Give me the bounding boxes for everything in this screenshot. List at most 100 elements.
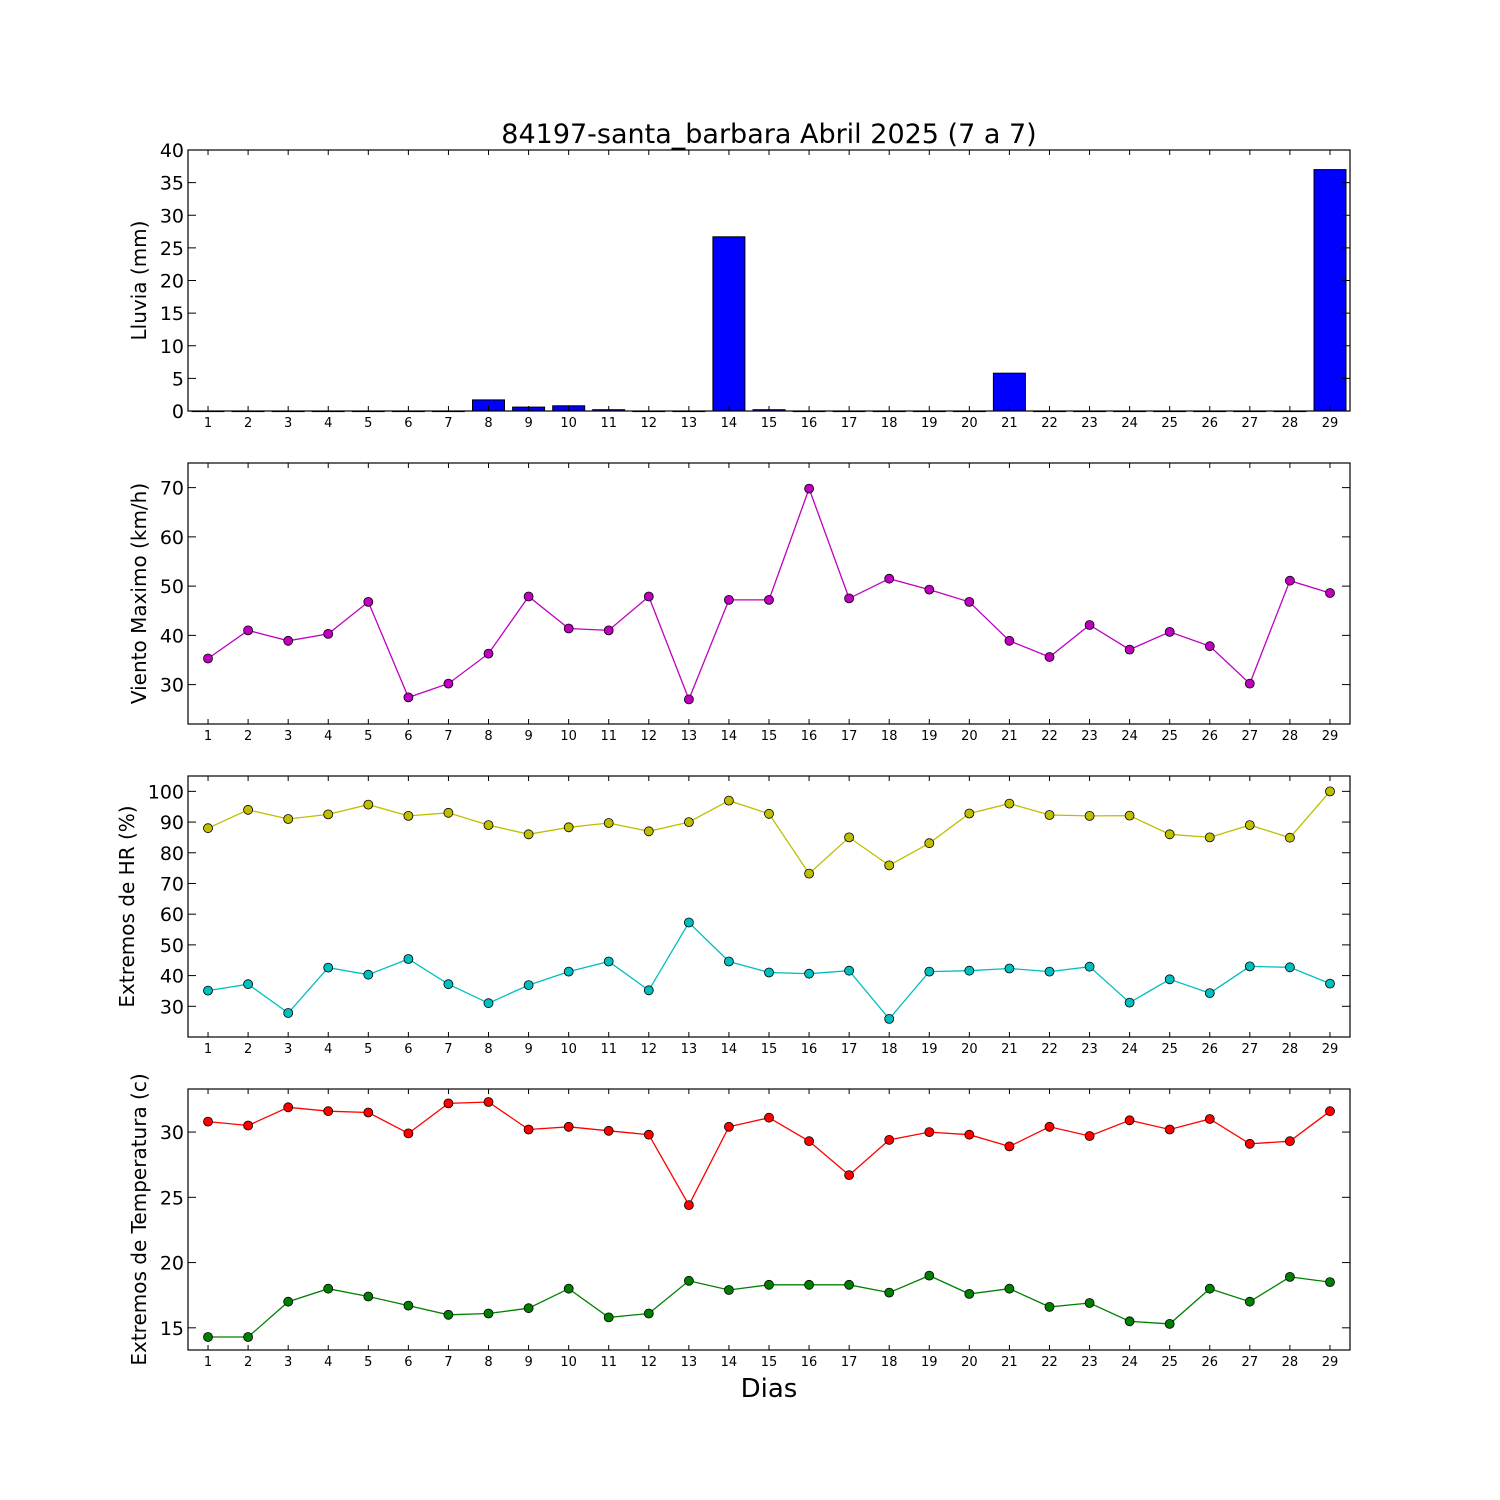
data-point: [483, 820, 494, 830]
x-tick-label: 29: [1322, 729, 1339, 744]
data-point: [283, 1008, 294, 1018]
series-line-1: [207, 486, 1331, 702]
x-tick-label: 26: [1201, 1042, 1218, 1057]
x-tick-label: 20: [961, 416, 978, 431]
data-point: [1244, 1296, 1255, 1307]
data-point: [724, 1121, 734, 1132]
panel-4: 1 2 3 4 5 6 7 8 9 10 11 12 13 14 15 16 17 18 19 20 21 22 23 24 2…: [127, 1073, 1351, 1370]
x-tick-label: 2: [244, 729, 252, 744]
x-tick-label: 23: [1081, 416, 1098, 431]
data-point: [884, 1014, 895, 1024]
data-point: [443, 807, 454, 818]
x-tick-label: 1: [204, 1042, 212, 1057]
data-point: [203, 985, 213, 996]
data-point: [884, 860, 895, 871]
data-point: [1124, 644, 1135, 655]
x-tick-label: 3: [284, 416, 292, 431]
x-tick-label: 3: [284, 1042, 292, 1057]
x-tick-label: 6: [404, 416, 412, 431]
y-tick-label: 100: [148, 781, 184, 803]
y-tick-label: 80: [160, 843, 184, 865]
data-point: [1244, 961, 1255, 972]
x-tick-label: 9: [524, 416, 532, 431]
y-tick-label: 30: [160, 675, 184, 697]
data-point: [523, 591, 534, 602]
data-point: [283, 635, 294, 646]
data-point: [203, 1332, 213, 1342]
x-tick-label: 28: [1282, 1355, 1299, 1370]
data-point: [1124, 1115, 1135, 1126]
x-tick-label: 15: [761, 1042, 778, 1057]
data-point: [1084, 1298, 1095, 1308]
x-tick-label: 14: [721, 1042, 738, 1057]
x-tick-label: 5: [364, 1042, 372, 1057]
x-tick-label: 2: [244, 1355, 252, 1370]
x-tick-label: 29: [1322, 416, 1339, 431]
data-point: [363, 597, 374, 607]
data-point: [1325, 1106, 1335, 1117]
x-tick-label: 11: [600, 416, 617, 431]
data-point: [283, 1102, 294, 1113]
data-point: [1204, 988, 1215, 998]
data-point: [1164, 829, 1175, 840]
x-tick-label: 12: [641, 729, 658, 744]
data-point: [884, 1135, 895, 1145]
x-tick-label: 13: [681, 729, 698, 744]
data-point: [924, 1127, 935, 1137]
data-point: [403, 1300, 414, 1311]
x-tick-label: 1: [204, 729, 212, 744]
x-tick-label: 24: [1121, 416, 1138, 431]
x-tick-label: 26: [1201, 729, 1218, 744]
data-point: [283, 1296, 294, 1307]
data-point: [924, 838, 935, 849]
y-tick-label: 90: [160, 812, 184, 834]
data-point: [1004, 963, 1015, 974]
data-point: [643, 985, 654, 996]
data-point: [1004, 798, 1015, 809]
y-tick-label: 70: [160, 478, 184, 500]
x-tick-label: 19: [921, 1355, 938, 1370]
x-tick-label: 10: [560, 1355, 577, 1370]
y-tick-label: 35: [160, 173, 184, 195]
y-axis-label: Extremos de HR (%): [115, 805, 139, 1007]
x-tick-label: 7: [444, 1355, 452, 1370]
x-tick-label: 17: [841, 416, 858, 431]
x-tick-label: 25: [1161, 1355, 1178, 1370]
y-axis-label: Lluvia (mm): [127, 221, 151, 341]
data-point: [1044, 966, 1055, 977]
y-tick-label: 20: [160, 271, 184, 293]
y-axis-label: Viento Maximo (km/h): [127, 483, 151, 704]
data-point: [323, 629, 334, 639]
data-point: [684, 1200, 694, 1210]
data-point: [804, 1279, 814, 1290]
data-point: [1164, 974, 1175, 985]
data-point: [323, 962, 334, 973]
x-tick-label: 15: [761, 729, 778, 744]
data-point: [724, 795, 734, 806]
x-tick-label: 27: [1242, 729, 1259, 744]
x-tick-label: 10: [560, 416, 577, 431]
data-point: [603, 1312, 614, 1323]
x-tick-label: 21: [1001, 1042, 1018, 1057]
x-tick-label: 29: [1322, 1042, 1339, 1057]
x-tick-label: 26: [1201, 416, 1218, 431]
x-tick-label: 9: [524, 1042, 532, 1057]
x-tick-label: 9: [524, 1355, 532, 1370]
x-tick-label: 22: [1041, 1355, 1058, 1370]
data-point: [1285, 1272, 1295, 1282]
data-point: [603, 1125, 614, 1136]
bar: [712, 236, 746, 412]
x-tick-label: 14: [721, 1355, 738, 1370]
x-tick-label: 4: [324, 416, 332, 431]
data-point: [563, 623, 574, 634]
x-tick-label: 16: [801, 416, 818, 431]
x-tick-label: 18: [881, 1042, 898, 1057]
data-point: [483, 1308, 494, 1319]
data-point: [684, 694, 694, 705]
data-point: [964, 808, 975, 819]
x-tick-label: 25: [1161, 416, 1178, 431]
x-tick-label: 27: [1242, 416, 1259, 431]
data-point: [1124, 1316, 1135, 1327]
x-tick-label: 19: [921, 416, 938, 431]
